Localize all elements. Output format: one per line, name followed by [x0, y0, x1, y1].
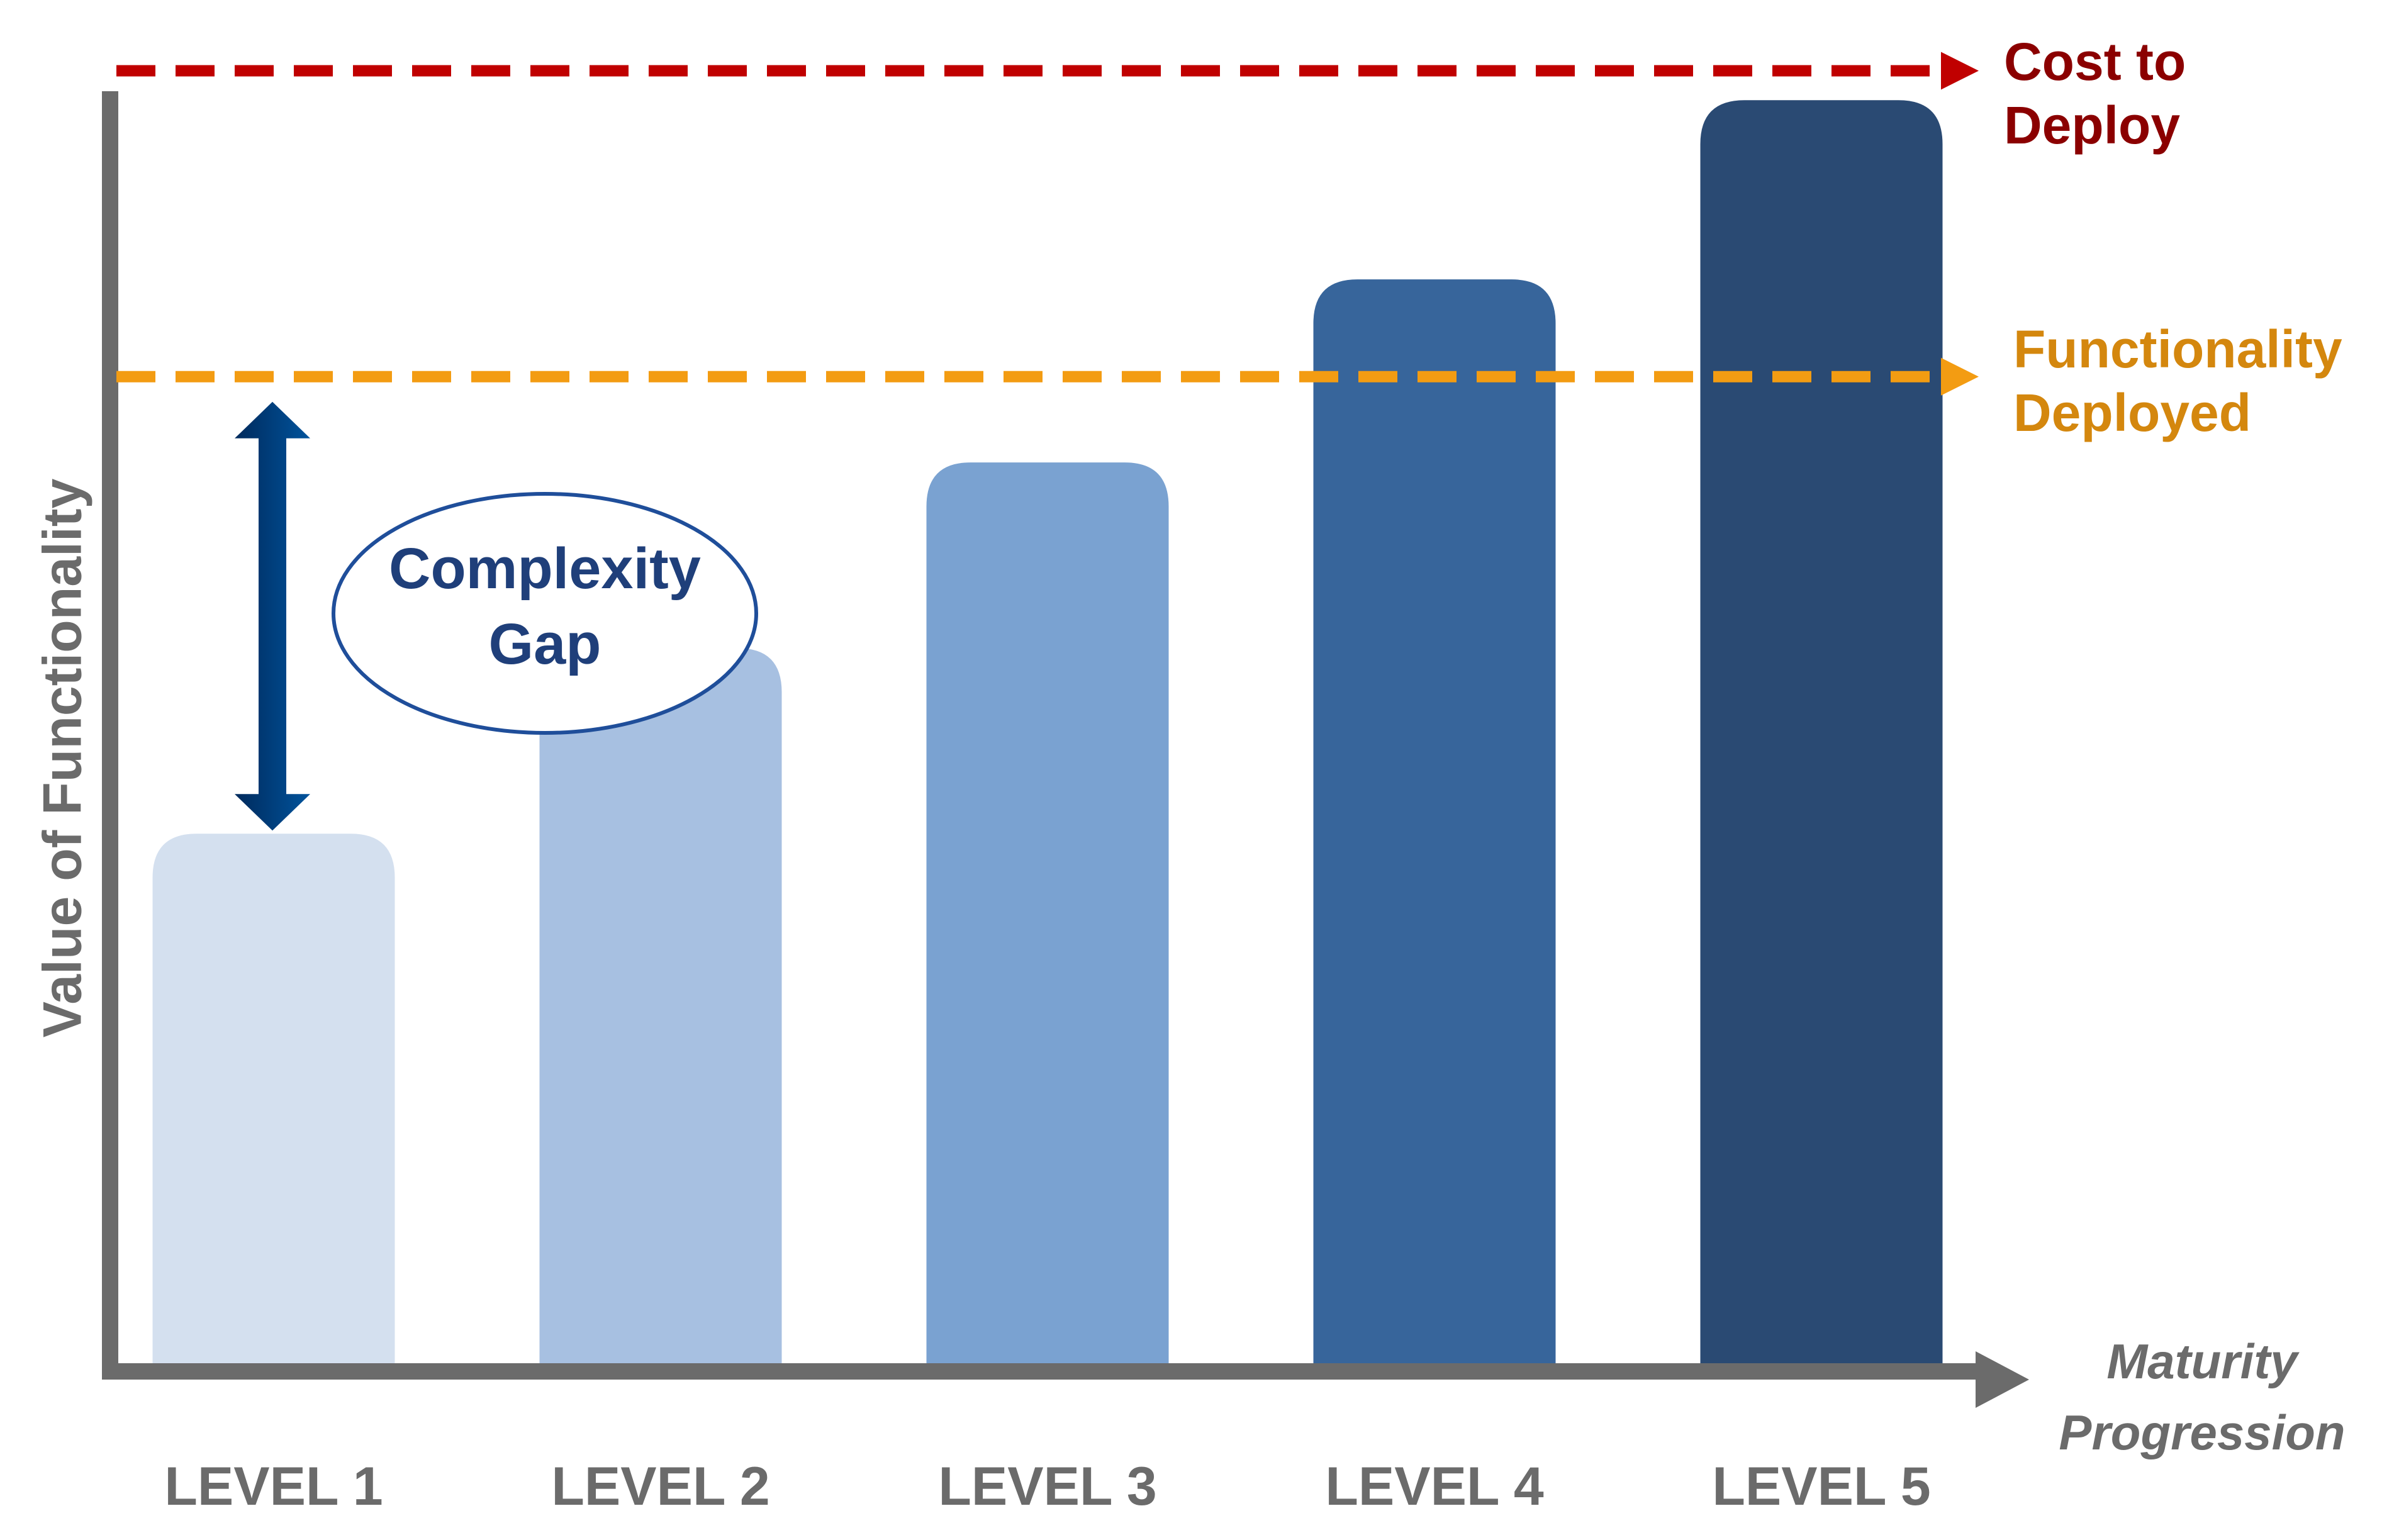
complexity-gap-arrow: [235, 401, 310, 831]
complexity-gap-line-2: Gap: [488, 611, 601, 676]
functionality-label-line-2: Deployed: [2013, 382, 2252, 442]
x-axis-title-line-1: Maturity: [2106, 1334, 2298, 1389]
functionality-label-line-1: Functionality: [2013, 320, 2342, 379]
x-tick-label-4: LEVEL 4: [1325, 1456, 1543, 1517]
bar-1: [152, 834, 395, 1371]
x-tick-label-3: LEVEL 3: [938, 1456, 1156, 1517]
x-tick-label-5: LEVEL 5: [1712, 1456, 1930, 1517]
cost-label-line-2: Deploy: [2004, 95, 2181, 155]
reference-line-arrowhead-2: [1941, 357, 1979, 396]
bar-5: [1700, 100, 1943, 1371]
cost-label-line-1: Cost to: [2004, 32, 2186, 91]
x-axis-arrowhead: [1976, 1351, 2029, 1408]
functionality-deployed-label: Functionality Deployed: [2013, 318, 2342, 445]
x-tick-label-1: LEVEL 1: [164, 1456, 383, 1517]
complexity-gap-label: Complexity Gap: [334, 532, 756, 682]
bar-2: [539, 648, 782, 1371]
cost-to-deploy-label: Cost to Deploy: [2004, 30, 2186, 157]
reference-line-arrowhead-1: [1941, 52, 1979, 90]
complexity-gap-line-1: Complexity: [389, 537, 701, 601]
y-axis-title: Value of Functionality: [32, 478, 93, 1038]
x-tick-label-2: LEVEL 2: [551, 1456, 769, 1517]
bar-3: [926, 462, 1169, 1371]
x-axis-title: Maturity Progression: [2059, 1326, 2345, 1468]
x-axis-title-line-2: Progression: [2059, 1405, 2346, 1461]
bar-4: [1313, 279, 1556, 1371]
complexity-gap-ellipse: [332, 492, 758, 735]
